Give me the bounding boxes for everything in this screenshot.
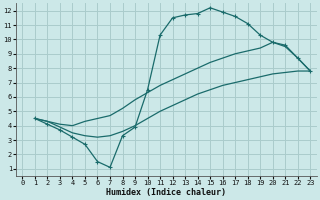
X-axis label: Humidex (Indice chaleur): Humidex (Indice chaleur)	[106, 188, 226, 197]
